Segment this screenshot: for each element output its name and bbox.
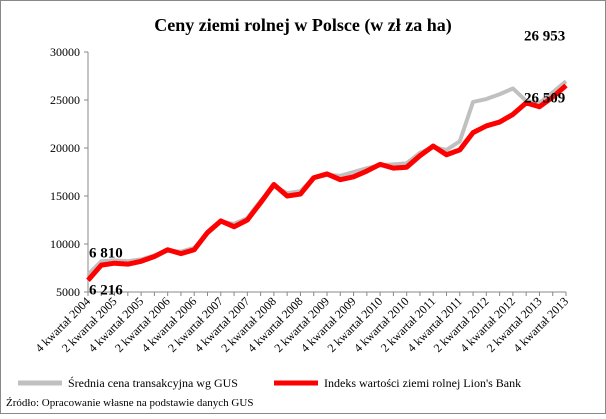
y-tick-label: 10000 [50, 237, 80, 251]
legend-label: Średnia cena transakcyjna wg GUS [68, 376, 238, 390]
legend-label: Indeks wartości ziemi rolnej Lion's Bank [324, 376, 521, 390]
y-tick-label: 20000 [50, 141, 80, 155]
source-note: Źródło: Opracowanie własne na podstawie … [6, 397, 253, 409]
y-tick-label: 15000 [50, 189, 80, 203]
data-label: 26 509 [524, 91, 565, 107]
series-line [86, 83, 568, 282]
y-tick-label: 30000 [50, 45, 80, 59]
y-tick-label: 5000 [56, 285, 80, 299]
data-label: 26 953 [524, 28, 565, 44]
data-label: 6 216 [89, 282, 123, 298]
chart-title: Ceny ziemi rolnej w Polsce (w zł za ha) [154, 15, 452, 36]
data-label: 6 810 [89, 246, 123, 262]
y-tick-label: 25000 [50, 93, 80, 107]
